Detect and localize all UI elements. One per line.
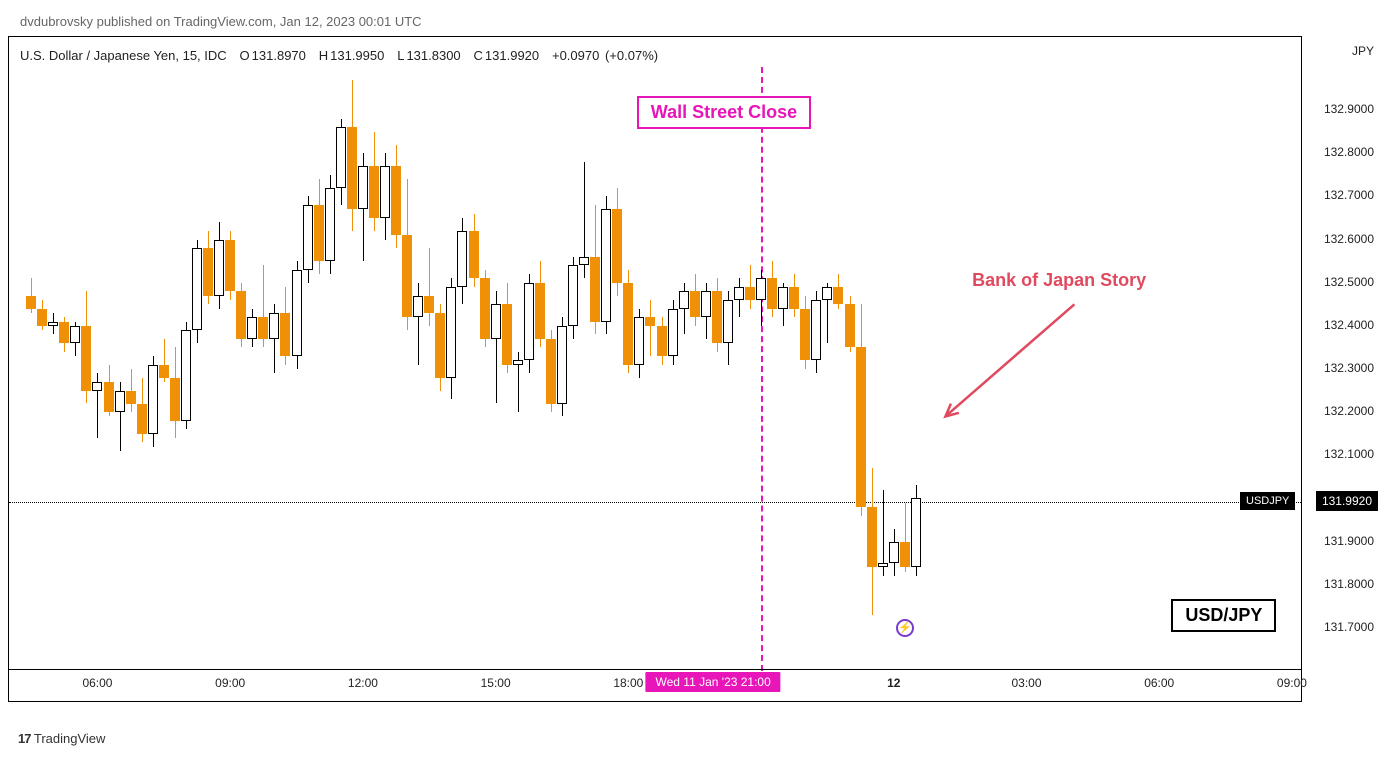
x-tick: 06:00 [1144,676,1174,690]
x-tick: 06:00 [82,676,112,690]
y-tick: 131.7000 [1324,620,1374,634]
x-tick: 18:00 [613,676,643,690]
y-tick: 132.8000 [1324,145,1374,159]
y-tick: 132.3000 [1324,361,1374,375]
x-axis: 06:0009:0012:0015:0018:0021:001203:0006:… [9,669,1301,701]
x-tick-highlight: Wed 11 Jan '23 21:00 [646,672,781,692]
x-tick: 15:00 [481,676,511,690]
x-tick: 12 [887,676,900,690]
plot-area[interactable]: Wall Street CloseBank of Japan StoryUSD/… [9,67,1301,671]
y-tick: 132.7000 [1324,188,1374,202]
current-price-symbol: USDJPY [1240,492,1295,510]
chart-container: dvdubrovsky published on TradingView.com… [0,0,1389,758]
current-price-tag: 131.9920 [1316,491,1378,511]
y-tick: 132.9000 [1324,102,1374,116]
boj-arrow [9,67,1303,671]
y-tick: 132.5000 [1324,275,1374,289]
y-tick: 132.1000 [1324,447,1374,461]
x-tick: 03:00 [1011,676,1041,690]
chart-frame[interactable]: Wall Street CloseBank of Japan StoryUSD/… [8,36,1302,702]
y-tick: 132.6000 [1324,232,1374,246]
y-tick: 131.8000 [1324,577,1374,591]
y-tick: 131.9000 [1324,534,1374,548]
publish-info: dvdubrovsky published on TradingView.com… [20,14,422,29]
y-tick: 132.4000 [1324,318,1374,332]
y-axis-label: JPY [1352,44,1374,58]
y-axis: JPY 132.9000 132.8000 132.7000 132.6000 132.… [1302,36,1382,702]
tradingview-logo: 17 TradingView [18,731,105,746]
event-bolt-icon[interactable]: ⚡ [896,619,914,637]
y-tick: 132.2000 [1324,404,1374,418]
x-tick: 09:00 [215,676,245,690]
x-tick: 12:00 [348,676,378,690]
